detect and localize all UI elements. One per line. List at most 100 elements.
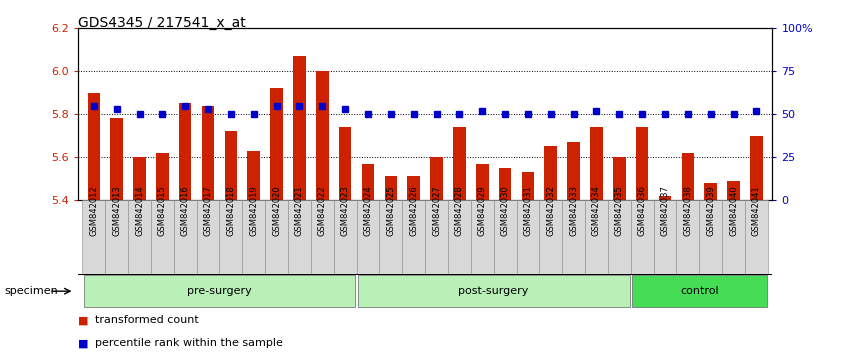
Bar [705,183,717,200]
Bar [425,200,448,274]
Text: GSM842022: GSM842022 [318,185,327,236]
Bar [151,200,173,274]
Bar [745,200,768,274]
Bar [156,153,168,200]
Text: GSM842040: GSM842040 [729,185,738,236]
Bar [316,71,328,200]
Bar [179,103,191,200]
Bar [654,200,677,274]
Bar [545,146,557,200]
Text: GSM842031: GSM842031 [524,185,532,236]
Bar [585,200,608,274]
Bar [379,200,402,274]
Text: GSM842035: GSM842035 [615,185,624,236]
Text: GSM842036: GSM842036 [638,185,646,236]
Text: GSM842037: GSM842037 [661,185,669,236]
Text: GSM842038: GSM842038 [684,185,692,236]
Bar [448,200,471,274]
Text: GSM842029: GSM842029 [478,185,486,236]
Bar [339,127,351,200]
Bar [631,200,654,274]
Bar [310,200,333,274]
Bar [173,200,196,274]
Bar [453,127,465,200]
Text: ■: ■ [78,338,88,348]
Bar [385,176,397,200]
Bar [202,105,214,200]
Text: ■: ■ [78,315,88,325]
Text: GSM842039: GSM842039 [706,185,715,236]
Text: GSM842034: GSM842034 [592,185,601,236]
Text: GSM842021: GSM842021 [295,185,304,236]
Bar [294,56,305,200]
Bar [105,200,128,274]
Text: GSM842019: GSM842019 [250,185,258,236]
Bar [248,151,260,200]
Text: GSM842041: GSM842041 [752,185,761,236]
Bar [358,275,629,307]
Bar [700,200,722,274]
Bar [82,200,105,274]
Bar [265,200,288,274]
Text: GSM842025: GSM842025 [387,185,395,236]
Bar [471,200,494,274]
Bar [613,157,625,200]
Bar [494,200,517,274]
Text: GSM842028: GSM842028 [455,185,464,236]
Bar [540,200,563,274]
Bar [431,157,442,200]
Text: GSM842014: GSM842014 [135,185,144,236]
Text: GSM842024: GSM842024 [364,185,372,236]
Bar [219,200,242,274]
Bar [632,275,766,307]
Bar [722,200,745,274]
Bar [728,181,740,200]
Bar [84,275,355,307]
Bar [133,157,146,200]
Bar [682,153,695,200]
Text: GSM842032: GSM842032 [547,185,555,236]
Text: GSM842026: GSM842026 [409,185,418,236]
Bar [608,200,631,274]
Text: GSM842016: GSM842016 [181,185,190,236]
Bar [517,200,540,274]
Bar [568,142,580,200]
Text: control: control [680,286,718,296]
Bar [476,164,488,200]
Text: percentile rank within the sample: percentile rank within the sample [95,338,283,348]
Bar [196,200,219,274]
Bar [225,131,237,200]
Text: GSM842017: GSM842017 [204,185,212,236]
Text: GSM842030: GSM842030 [501,185,509,236]
Bar [402,200,425,274]
Bar [242,200,265,274]
Bar [499,168,511,200]
Text: GSM842033: GSM842033 [569,185,578,236]
Bar [110,119,123,200]
Bar [591,127,602,200]
Bar [563,200,585,274]
Bar [362,164,374,200]
Text: GSM842013: GSM842013 [113,185,121,236]
Bar [128,200,151,274]
Bar [408,176,420,200]
Text: GSM842012: GSM842012 [90,185,98,236]
Bar [288,200,310,274]
Text: transformed count: transformed count [95,315,199,325]
Bar [522,172,534,200]
Bar [636,127,648,200]
Bar [677,200,700,274]
Text: GDS4345 / 217541_x_at: GDS4345 / 217541_x_at [78,16,245,30]
Bar [271,88,283,200]
Bar [356,200,379,274]
Text: GSM842018: GSM842018 [227,185,235,236]
Text: specimen: specimen [4,286,58,296]
Text: GSM842023: GSM842023 [341,185,349,236]
Bar [333,200,356,274]
Bar [659,196,671,200]
Text: GSM842027: GSM842027 [432,185,441,236]
Text: pre-surgery: pre-surgery [187,286,252,296]
Text: post-surgery: post-surgery [459,286,529,296]
Bar [750,136,763,200]
Text: GSM842020: GSM842020 [272,185,281,236]
